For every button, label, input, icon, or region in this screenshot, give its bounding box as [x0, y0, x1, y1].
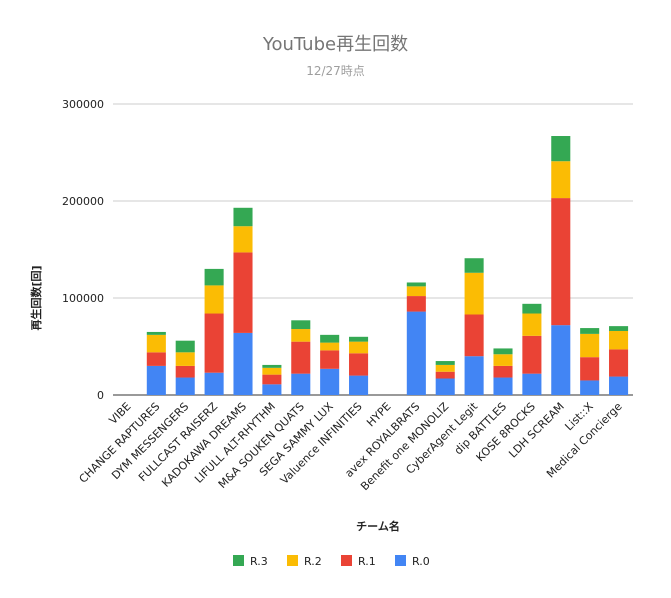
x-axis-title: チーム名	[356, 519, 400, 533]
bar-segment	[580, 357, 600, 381]
bar-segment	[609, 330, 629, 350]
bar-segment	[291, 320, 311, 330]
bar-segment	[551, 198, 571, 326]
bar-segment	[291, 329, 311, 342]
y-tick-label: 100000	[62, 292, 104, 305]
bar-segment	[609, 326, 629, 331]
bar-segment	[493, 377, 513, 395]
bar-segment	[580, 380, 600, 395]
bar-segment	[320, 350, 340, 369]
bar-segment	[406, 282, 426, 287]
bar-segment	[146, 331, 166, 335]
bar-segment	[349, 336, 369, 342]
bar-segment	[349, 375, 369, 395]
bar-segment	[609, 349, 629, 377]
bar-segment	[522, 335, 542, 374]
bar-segment	[146, 365, 166, 395]
bar-segment	[291, 341, 311, 374]
bar-segment	[175, 365, 195, 378]
bar-segment	[320, 342, 340, 351]
bar-segment	[464, 314, 484, 357]
bar-segment	[175, 340, 195, 353]
y-tick-label: 0	[97, 389, 104, 402]
bar-segment	[233, 226, 253, 253]
bar-segment	[406, 296, 426, 312]
bar-segment	[233, 332, 253, 395]
bar-segment	[551, 136, 571, 162]
bar-segment	[349, 353, 369, 376]
bar-segment	[233, 207, 253, 227]
bar-segment	[522, 313, 542, 336]
bar-segment	[204, 268, 224, 286]
bar-segment	[146, 352, 166, 366]
bar-segment	[580, 333, 600, 358]
bar-segment	[262, 374, 282, 385]
legend-swatch	[287, 555, 298, 566]
bar-segment	[493, 365, 513, 378]
bar-segment	[291, 373, 311, 395]
legend-label: R.0	[412, 555, 430, 568]
chart-subtitle: 12/27時点	[306, 64, 365, 78]
bar-segment	[262, 367, 282, 375]
y-tick-label: 300000	[62, 98, 104, 111]
bar-segment	[146, 334, 166, 353]
bar-segment	[204, 285, 224, 314]
legend-swatch	[341, 555, 352, 566]
bar-segment	[464, 258, 484, 273]
legend-label: R.2	[304, 555, 322, 568]
bar-segment	[175, 352, 195, 366]
bar-segment	[320, 368, 340, 395]
legend-swatch	[395, 555, 406, 566]
legend-swatch	[233, 555, 244, 566]
bar-segment	[175, 377, 195, 395]
bar-segment	[233, 252, 253, 333]
bar-segment	[349, 341, 369, 354]
bar-segment	[406, 286, 426, 297]
bar-segment	[551, 325, 571, 395]
legend-label: R.3	[250, 555, 268, 568]
bar-segment	[580, 328, 600, 334]
bar-segment	[522, 303, 542, 314]
bar-segment	[435, 364, 455, 372]
bar-segment	[320, 334, 340, 343]
bar-segment	[204, 313, 224, 373]
y-tick-label: 200000	[62, 195, 104, 208]
chart-title: YouTube再生回数	[262, 34, 409, 55]
bar-segment	[609, 376, 629, 395]
bar-segment	[435, 371, 455, 379]
bar-segment	[522, 373, 542, 395]
bar-segment	[435, 361, 455, 365]
bar-segment	[406, 311, 426, 395]
bar-segment	[435, 378, 455, 395]
bar-segment	[262, 384, 282, 395]
bar-segment	[493, 354, 513, 366]
bar-segment	[464, 272, 484, 315]
bar-segment	[464, 356, 484, 395]
bar-segment	[493, 348, 513, 355]
bar-segment	[262, 364, 282, 368]
bar-segment	[204, 372, 224, 395]
bar-segment	[551, 161, 571, 199]
legend-label: R.1	[358, 555, 376, 568]
y-axis-title: 再生回数[回]	[29, 265, 43, 330]
